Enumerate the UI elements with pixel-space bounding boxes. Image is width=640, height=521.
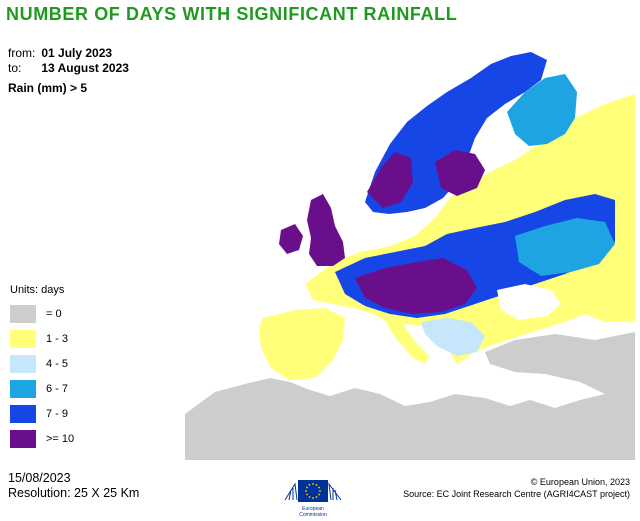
legend-swatch	[10, 304, 36, 323]
legend-item: = 0	[10, 302, 74, 325]
legend-item: 7 - 9	[10, 402, 74, 425]
iberian-peninsula	[259, 308, 345, 380]
legend: Units: days = 0 1 - 3 4 - 5 6 - 7 7 - 9 >= 10	[10, 284, 74, 452]
eu-star	[312, 497, 314, 499]
european-commission-logo: European Commission	[284, 480, 342, 518]
source: Source: EC Joint Research Centre (AGRI4C…	[403, 489, 630, 499]
legend-units: Units: days	[10, 284, 65, 296]
logo-line2: Commission	[299, 512, 327, 518]
footer-left: 15/08/2023 Resolution: 25 X 25 Km	[8, 471, 139, 501]
finland-region	[507, 74, 577, 146]
to-value: 13 August 2023	[41, 61, 129, 75]
eu-star	[306, 486, 308, 489]
black-sea	[497, 284, 561, 320]
legend-label: 6 - 7	[46, 382, 69, 395]
to-label: to:	[8, 61, 22, 75]
italian-peninsula	[385, 316, 429, 364]
eu-star	[306, 493, 308, 496]
from-label: from:	[8, 46, 36, 60]
legend-item: >= 10	[10, 427, 74, 450]
balkans-light-rain	[421, 318, 485, 356]
baltic-heavy-rain	[435, 150, 485, 196]
legend-swatch	[10, 404, 36, 423]
period-block: from: 01 July 2023 to: 13 August 2023	[8, 46, 129, 76]
legend-swatch	[10, 329, 36, 348]
norway-heavy-rain	[367, 152, 413, 208]
eu-star	[312, 483, 314, 485]
eu-star	[318, 486, 320, 489]
footer-right: © European Union, 2023 Source: EC Joint …	[403, 476, 630, 500]
legend-items: = 0 1 - 3 4 - 5 6 - 7 7 - 9 >= 10	[10, 302, 74, 450]
legend-swatch	[10, 354, 36, 373]
legend-label: 4 - 5	[46, 357, 69, 370]
central-europe-heavy-rain	[355, 258, 477, 314]
berlaymont-building-icon	[284, 482, 342, 501]
period-from: from: 01 July 2023	[8, 46, 129, 61]
eu-star	[318, 493, 320, 496]
legend-label: = 0	[46, 307, 62, 320]
eu-flag-icon	[298, 480, 328, 502]
eu-star	[315, 496, 318, 498]
anatolia-middle-east	[485, 332, 635, 402]
ireland	[279, 224, 303, 254]
legend-item: 1 - 3	[10, 327, 74, 350]
great-britain	[307, 194, 345, 266]
map-title: NUMBER OF DAYS WITH SIGNIFICANT RAINFALL	[6, 4, 458, 24]
period-to: to: 13 August 2023	[8, 61, 129, 76]
eastern-europe-moderate-rain	[515, 218, 615, 276]
eu-star	[315, 484, 318, 486]
resolution: Resolution: 25 X 25 Km	[8, 486, 140, 500]
legend-item: 6 - 7	[10, 377, 74, 400]
eu-star	[305, 490, 307, 492]
eu-stars	[305, 483, 321, 499]
europe-rainfall-map	[185, 52, 635, 460]
logo-line1: European	[302, 506, 324, 512]
copyright: © European Union, 2023	[530, 477, 630, 487]
issue-date: 15/08/2023	[8, 471, 71, 485]
north-africa-landmass	[185, 378, 635, 460]
eu-star	[319, 490, 321, 492]
legend-label: >= 10	[46, 432, 75, 445]
eu-star	[308, 496, 311, 498]
legend-label: 7 - 9	[46, 407, 69, 420]
eu-star	[308, 484, 311, 486]
legend-swatch	[10, 429, 36, 448]
from-value: 01 July 2023	[41, 46, 113, 60]
legend-item: 4 - 5	[10, 352, 74, 375]
legend-label: 1 - 3	[46, 332, 69, 345]
legend-swatch	[10, 379, 36, 398]
rain-threshold: Rain (mm) > 5	[8, 81, 88, 95]
